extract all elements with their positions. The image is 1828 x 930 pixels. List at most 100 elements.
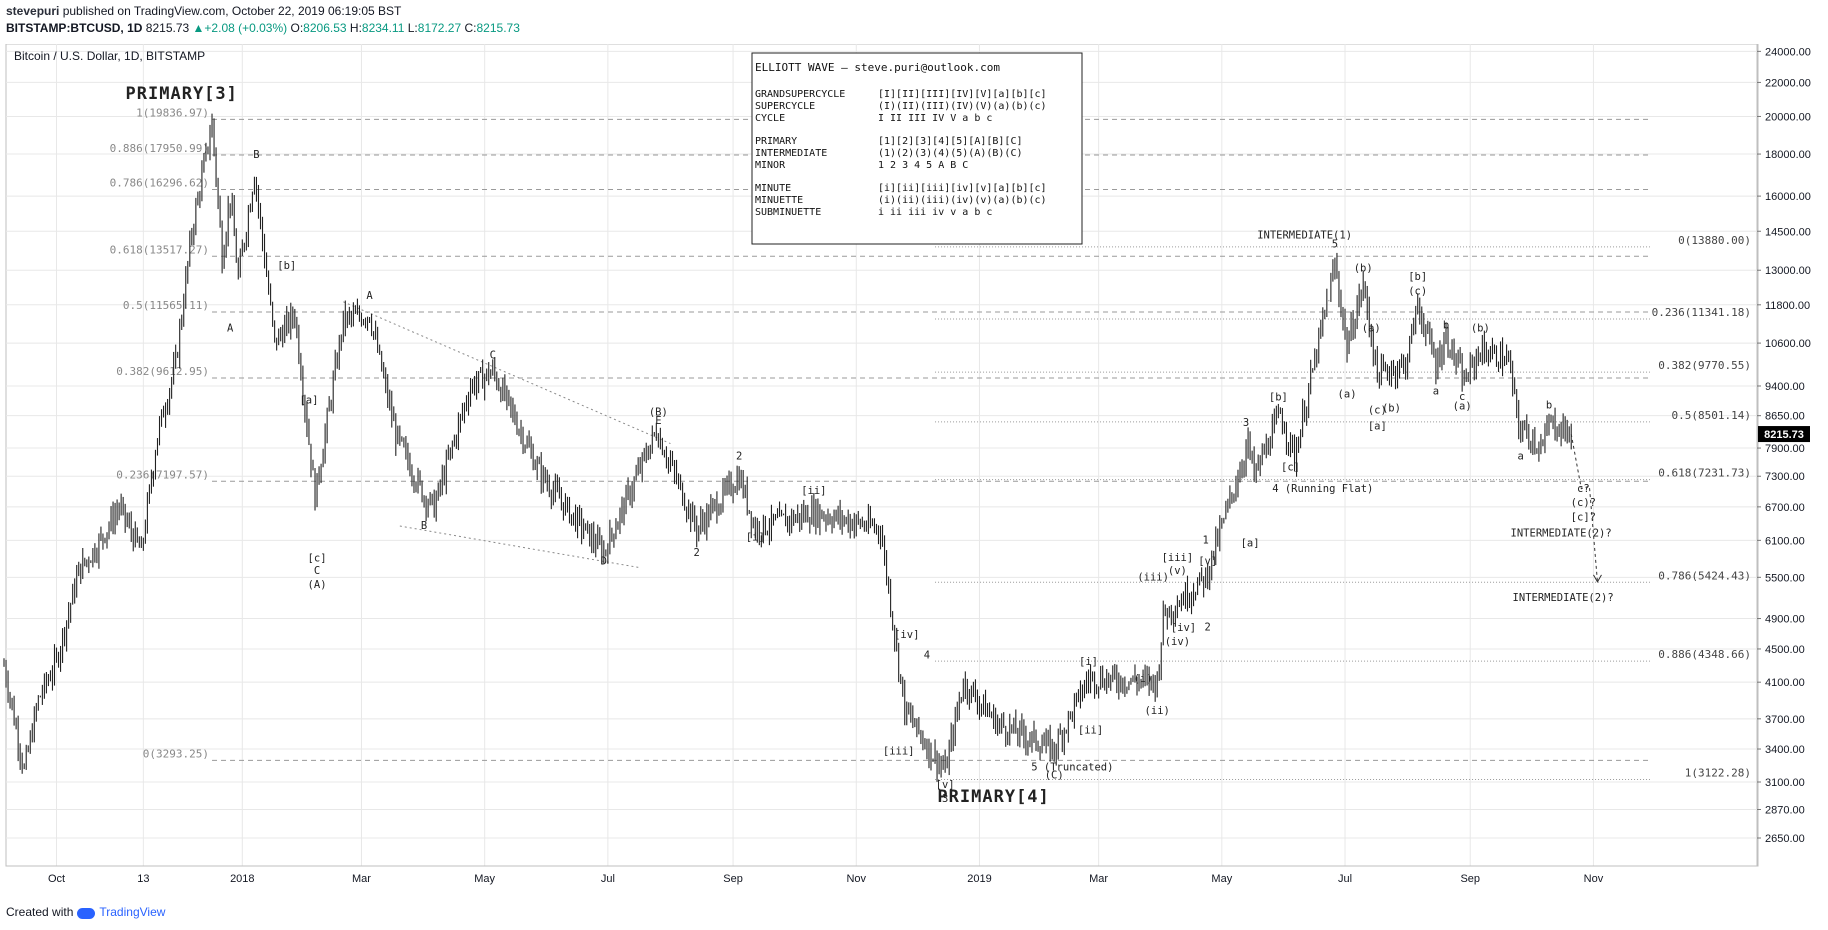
wave-label: C — [314, 565, 320, 577]
price-chart[interactable]: 1(19836.97) 0.886(17950.99) 0.786(16296.62… — [0, 44, 1828, 900]
chart-header: stevepuri published on TradingView.com, … — [0, 0, 1828, 44]
price-tick-label: 7900.00 — [1765, 443, 1805, 455]
up-arrow-icon: ▲ — [192, 21, 205, 35]
legend-degree-notation: (i)(ii)(iii)(iv)(v)(a)(b)(c) — [878, 195, 1047, 206]
primary-wave-label: PRIMARY[3] — [126, 84, 238, 104]
created-with-text: Created with — [6, 905, 74, 919]
fib-level-label: 0.886(4348.66) — [1658, 648, 1751, 661]
legend-title: ELLIOTT WAVE — steve.puri@outlook.com — [755, 61, 1000, 74]
footer: Created with TradingView — [6, 905, 165, 919]
wave-label: INTERMEDIATE(1) — [1257, 230, 1352, 242]
wave-label: A — [366, 290, 373, 302]
legend-degree-name: INTERMEDIATE — [755, 148, 827, 159]
time-tick-label: 2018 — [230, 873, 254, 885]
time-tick-label: Jul — [1338, 873, 1352, 885]
last-price-badge-bg — [1758, 426, 1810, 443]
last-price-badge-text: 8215.73 — [1764, 429, 1804, 441]
price-tick-label: 3700.00 — [1765, 714, 1805, 726]
wave-label: 2 — [694, 547, 700, 559]
wave-label: [v] — [936, 779, 955, 791]
legend-degree-name: GRANDSUPERCYCLE — [755, 89, 845, 100]
symbol-label[interactable]: BITSTAMP:BTCUSD, 1D — [6, 21, 143, 35]
wave-label: (C) — [1045, 770, 1064, 782]
time-tick-label: Nov — [1584, 873, 1604, 885]
wave-label: B — [421, 520, 427, 532]
price-tick-label: 4100.00 — [1765, 677, 1805, 689]
projection-arrowhead — [1593, 574, 1602, 583]
fibonacci-levels: 1(19836.97) 0.886(17950.99) 0.786(16296.62… — [110, 106, 1751, 780]
wave-label: [v] — [1198, 556, 1217, 568]
tradingview-link[interactable]: TradingView — [99, 905, 166, 919]
wave-label: (ii) — [1145, 705, 1170, 717]
candles — [3, 113, 1572, 782]
wave-label: [b] — [277, 260, 296, 272]
legend-degree-name: SUBMINUETTE — [755, 207, 821, 218]
time-tick-label: Jul — [601, 873, 615, 885]
wave-label: 1 — [1203, 534, 1209, 546]
close-label: C: — [464, 21, 477, 35]
fib-level-label: 0.786(16296.62) — [110, 177, 209, 190]
wave-label: D — [601, 556, 607, 568]
high-value: 8234.11 — [361, 21, 405, 35]
time-tick-label: May — [474, 873, 495, 885]
legend-degree-name: MINOR — [755, 160, 786, 171]
time-tick-label: Sep — [723, 873, 743, 885]
open-value: 8206.53 — [303, 21, 347, 35]
price-tick-label: 10600.00 — [1765, 338, 1811, 350]
wave-label: c? — [1577, 483, 1590, 495]
trendline — [399, 525, 641, 569]
wave-label: INTERMEDIATE(2)? — [1511, 527, 1612, 539]
price-tick-label: 24000.00 — [1765, 46, 1811, 58]
fib-level-label: 1(3122.28) — [1685, 766, 1751, 779]
last-price-badge: 8215.73 — [1758, 426, 1810, 443]
wave-labels: PRIMARY[3]PRIMARY[4]AB[b][a][c]C(A)ABCD(… — [126, 84, 1614, 807]
time-tick-label: 13 — [137, 873, 149, 885]
price-tick-label: 3100.00 — [1765, 777, 1805, 789]
wave-label: [iv] — [894, 629, 919, 641]
wave-label: B — [253, 149, 259, 161]
fib-level-label: 0.618(13517.27) — [110, 243, 209, 256]
wave-label: 3 — [1243, 417, 1249, 429]
price-tick-label: 5500.00 — [1765, 572, 1805, 584]
wave-label: (iv) — [1165, 636, 1190, 648]
fib-level-label: 0.382(9612.95) — [116, 365, 209, 378]
tradingview-logo-icon[interactable] — [77, 907, 96, 919]
time-tick-label: Nov — [846, 873, 866, 885]
legend-degree-notation: [1][2][3][4][5][A][B][C] — [878, 136, 1023, 147]
wave-label: (iii) — [1137, 572, 1169, 584]
elliott-wave-legend: ELLIOTT WAVE — steve.puri@outlook.com GRA… — [751, 52, 1083, 245]
wave-label: INTERMEDIATE(2)? — [1513, 592, 1614, 604]
wave-label: [c]? — [1571, 511, 1596, 523]
price-tick-label: 16000.00 — [1765, 191, 1811, 203]
last-price: 8215.73 — [145, 21, 190, 35]
wave-label: (c)? — [1571, 497, 1596, 509]
wave-label: A — [227, 322, 234, 334]
time-axis[interactable]: Oct 13 2018 Mar May Jul Sep Nov 2019 Mar May Jul Sep… — [6, 865, 1757, 885]
author-name[interactable]: stevepuri — [6, 4, 60, 18]
time-tick-label: Oct — [48, 873, 65, 885]
wave-label: 4 (Running Flat) — [1272, 483, 1373, 495]
wave-label: [c] — [308, 552, 327, 564]
price-tick-label: 20000.00 — [1765, 111, 1811, 123]
wave-label: b — [1546, 400, 1552, 412]
wave-label: (B) — [649, 407, 668, 419]
price-tick-label: 8650.00 — [1765, 411, 1805, 423]
trendlines — [343, 301, 671, 569]
wave-label: [iii] — [883, 745, 915, 757]
ohlc-line: BITSTAMP:BTCUSD, 1D 8215.73 ▲+2.08 (+0.0… — [6, 21, 520, 35]
fib-level-label: 0(3293.25) — [143, 747, 209, 760]
wave-label: 4 — [924, 650, 930, 662]
wave-label: C — [490, 350, 496, 362]
wave-label: c — [1459, 391, 1465, 403]
fib-level-label: 0.236(7197.57) — [116, 468, 209, 481]
legend-degree-notation: I II III IV V a b c — [878, 113, 992, 124]
fib-level-label: 0.786(5424.43) — [1658, 569, 1751, 582]
price-tick-label: 18000.00 — [1765, 149, 1811, 161]
wave-label: (i) — [1134, 673, 1153, 685]
price-tick-label: 7300.00 — [1765, 471, 1805, 483]
price-axis[interactable]: 2650.00 2870.00 3100.00 3400.00 3700.00 4100.… — [1757, 46, 1811, 845]
wave-label: [iv] — [1171, 622, 1196, 634]
wave-label: (b) — [1471, 322, 1490, 334]
legend-degree-notation: (I)(II)(III)(IV)(V)(a)(b)(c) — [878, 101, 1047, 112]
wave-label: [ii] — [801, 485, 826, 497]
